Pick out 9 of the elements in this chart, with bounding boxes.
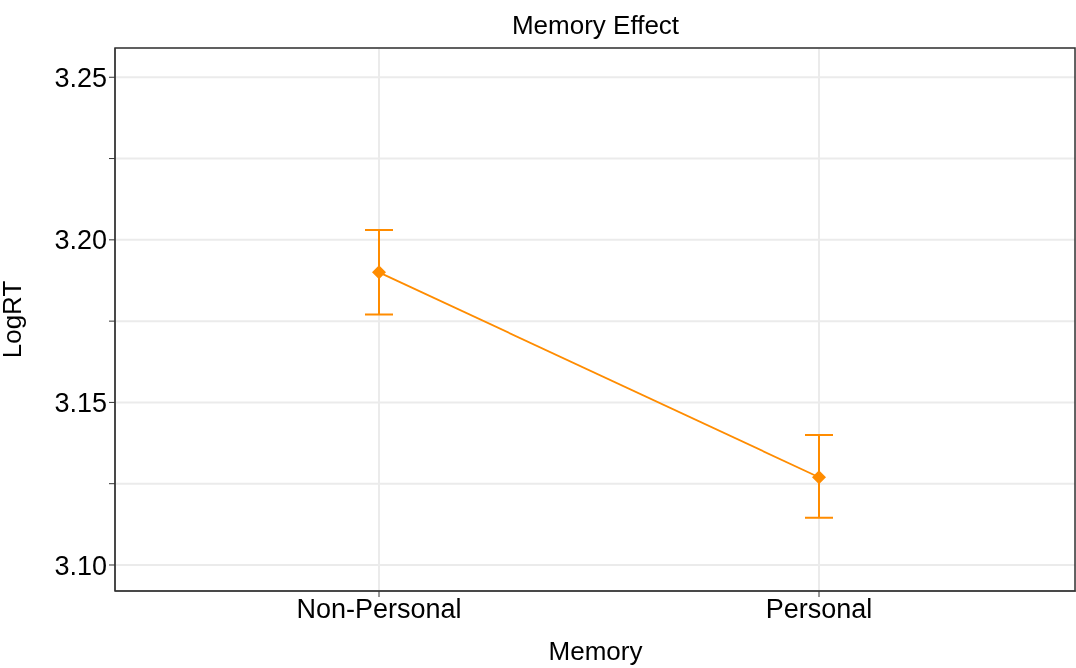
chart-title: Memory Effect	[510, 10, 681, 41]
y-tick-label: 3.10	[54, 550, 107, 581]
y-tick-label: 3.25	[54, 62, 107, 93]
y-axis-title: LogRT	[0, 280, 28, 359]
y-tick-label: 3.15	[54, 388, 107, 418]
x-axis-title: Memory	[548, 636, 643, 666]
y-tick-label: 3.20	[54, 225, 107, 256]
x-tick-label: Non-Personal	[296, 594, 462, 625]
x-tick-label: Personal	[765, 594, 873, 625]
